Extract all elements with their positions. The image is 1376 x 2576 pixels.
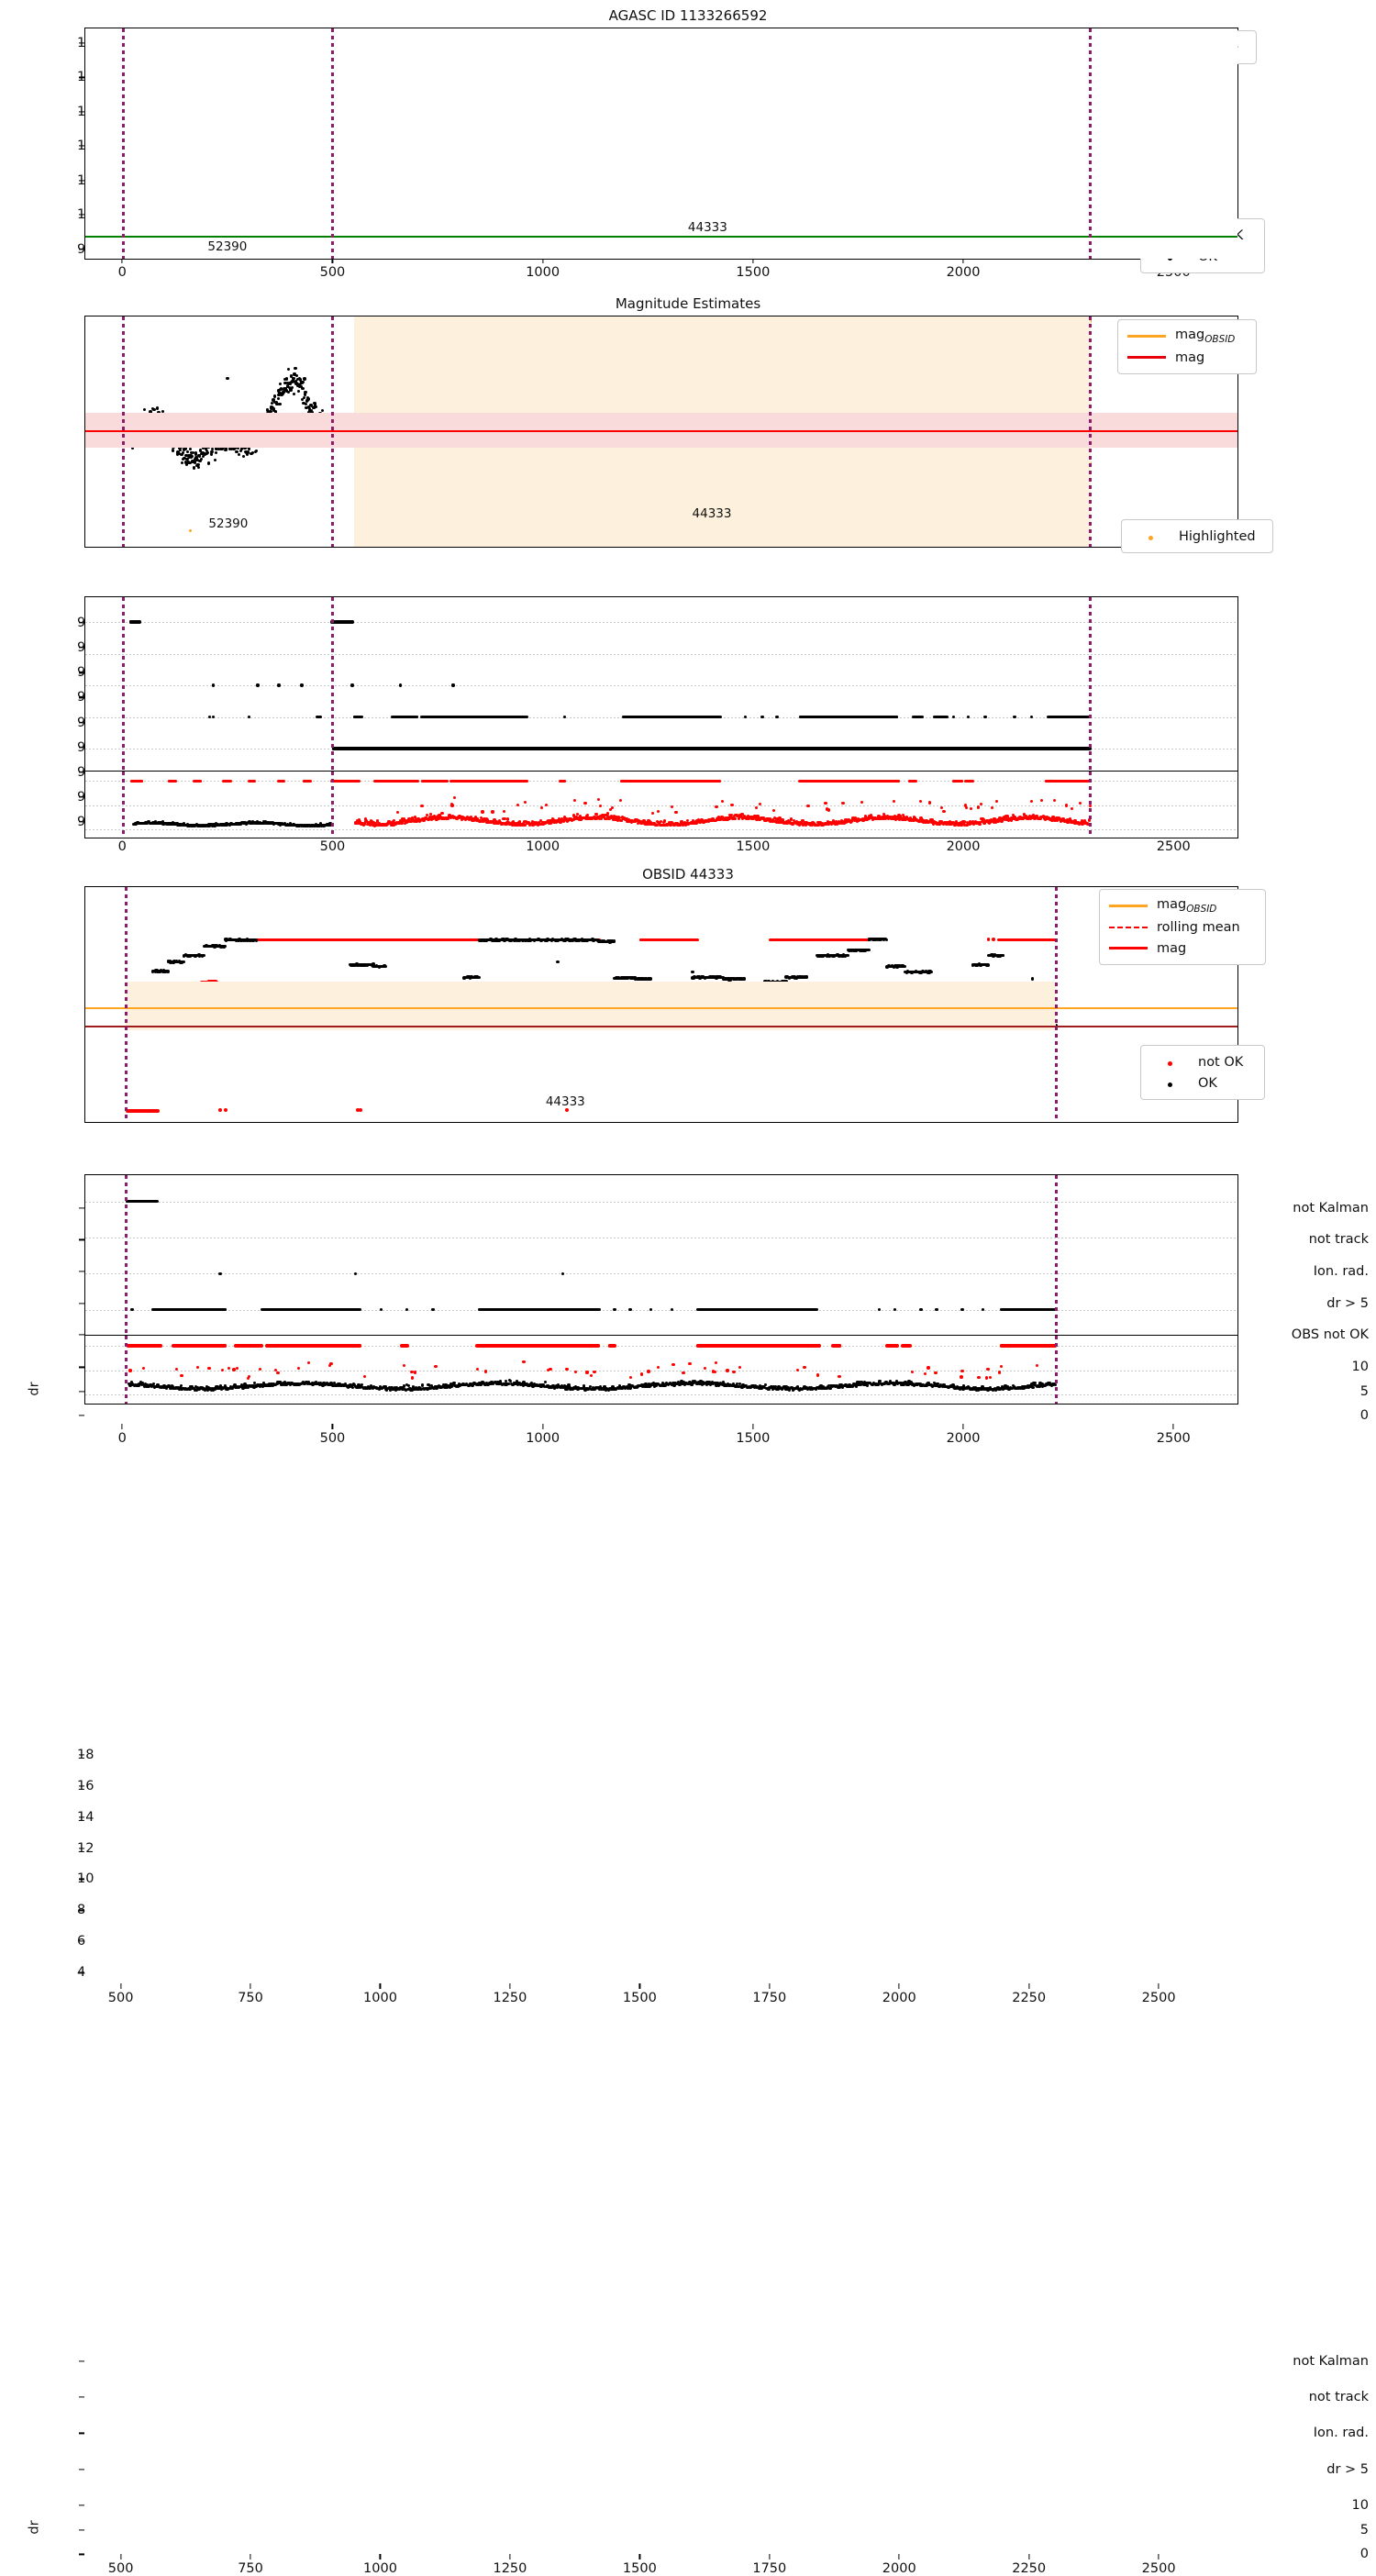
- x-tick-label: 1000: [526, 265, 560, 280]
- data-point: [182, 451, 184, 454]
- data-point: [314, 405, 316, 408]
- data-point: [207, 461, 210, 464]
- data-point: [189, 529, 193, 533]
- data-point: [277, 397, 280, 400]
- data-point: [287, 368, 290, 371]
- obsid-boundary-line: [331, 28, 334, 259]
- data-point: [291, 386, 294, 389]
- data-point: [302, 381, 305, 383]
- data-point: [214, 459, 216, 461]
- data-point: [186, 450, 189, 453]
- data-point: [181, 461, 183, 464]
- panel-title-magnitude: Magnitude Estimates: [0, 295, 1376, 312]
- y-tick-mark: [79, 111, 84, 112]
- data-point: [210, 452, 213, 455]
- data-point: [156, 406, 159, 409]
- data-point: [297, 390, 300, 393]
- y-tick-mark: [79, 249, 84, 250]
- data-point: [278, 403, 281, 405]
- data-point: [321, 409, 324, 412]
- y-tick-mark: [79, 180, 84, 181]
- data-point: [226, 377, 228, 380]
- obsid-boundary-line: [1089, 28, 1092, 259]
- x-tick-label: 1500: [736, 265, 770, 280]
- data-point: [152, 408, 155, 411]
- obsid-boundary-line: [122, 28, 125, 259]
- x-tick-label: 0: [118, 265, 127, 280]
- data-point: [238, 453, 240, 456]
- data-point: [303, 377, 305, 380]
- data-point: [306, 397, 309, 400]
- data-point: [248, 448, 250, 450]
- data-point: [294, 367, 296, 370]
- data-point: [197, 466, 200, 469]
- data-point: [200, 458, 203, 461]
- y-tick-mark: [79, 146, 84, 147]
- panel-title-agasc: AGASC ID 1133266592: [0, 7, 1376, 24]
- data-point: [301, 387, 304, 390]
- x-tick-label: 500: [320, 265, 346, 280]
- data-point: [273, 394, 276, 397]
- data-point: [172, 449, 174, 451]
- band: [85, 28, 1237, 259]
- data-point: [206, 451, 209, 454]
- data-point: [285, 377, 288, 380]
- y-tick-mark: [79, 77, 84, 78]
- data-point: [279, 383, 282, 385]
- y-tick-mark: [79, 42, 84, 43]
- data-point: [143, 408, 146, 411]
- y-tick-mark: [79, 215, 84, 216]
- data-point: [189, 448, 192, 450]
- data-point: [239, 450, 242, 452]
- mag-agasc-line: [85, 236, 1237, 238]
- annotation-52390: 52390: [207, 239, 247, 254]
- x-tick-label: 2000: [947, 265, 981, 280]
- data-point: [304, 391, 306, 394]
- data-point: [293, 393, 295, 395]
- data-point: [215, 451, 217, 454]
- axes-agasc-mag: 52390 44333: [84, 28, 1238, 260]
- annotation-44333: 44333: [688, 220, 727, 235]
- data-point: [242, 455, 245, 458]
- data-point: [255, 450, 258, 452]
